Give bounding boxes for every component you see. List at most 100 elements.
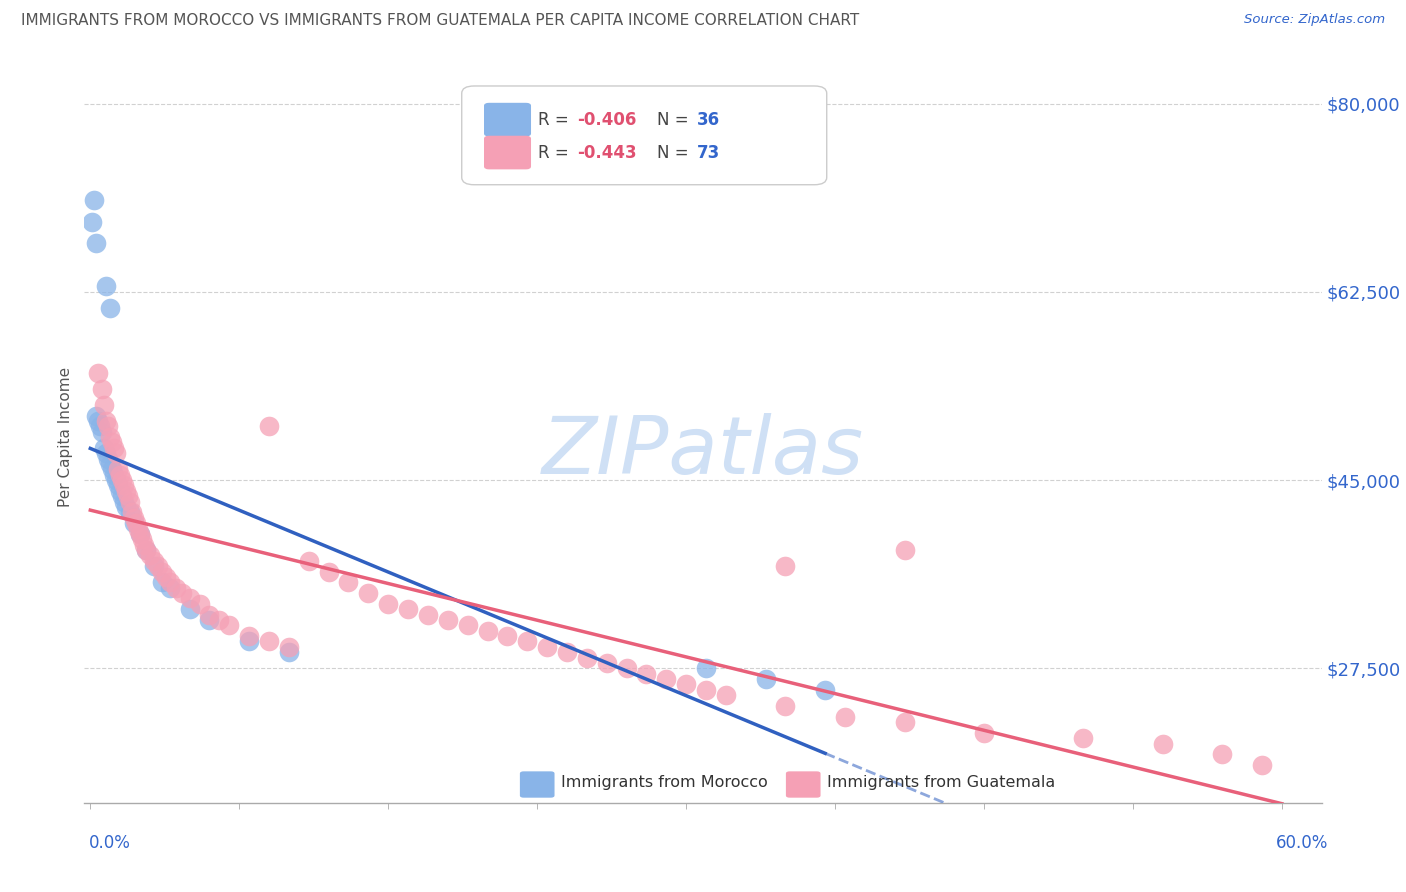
Point: [616, 661, 638, 675]
Point: [101, 462, 124, 476]
Point: [91, 382, 114, 396]
Point: [1251, 758, 1274, 772]
Point: [155, 570, 177, 584]
Point: [188, 597, 211, 611]
Point: [337, 575, 360, 590]
Point: [1211, 747, 1233, 762]
Point: [675, 677, 697, 691]
Point: [714, 688, 737, 702]
Point: [595, 656, 617, 670]
Point: [142, 559, 165, 574]
Point: [179, 602, 201, 616]
Point: [115, 500, 138, 514]
Point: [575, 650, 598, 665]
Point: [107, 478, 129, 492]
Point: [516, 634, 538, 648]
Point: [82, 215, 104, 229]
Point: [238, 634, 260, 648]
Point: [97, 451, 120, 466]
Point: [93, 441, 115, 455]
Point: [121, 505, 143, 519]
Text: ZIPatlas: ZIPatlas: [541, 413, 865, 491]
Text: R =: R =: [538, 111, 575, 128]
Point: [973, 726, 995, 740]
Point: [105, 446, 128, 460]
Y-axis label: Per Capita Income: Per Capita Income: [58, 367, 73, 508]
Point: [218, 618, 240, 632]
Text: 73: 73: [697, 144, 720, 161]
Point: [477, 624, 499, 638]
Point: [695, 682, 717, 697]
Point: [496, 629, 519, 643]
Text: 60.0%: 60.0%: [1277, 834, 1329, 852]
Point: [536, 640, 558, 654]
Point: [84, 409, 107, 423]
Point: [1071, 731, 1094, 746]
Text: N =: N =: [657, 144, 695, 161]
Point: [416, 607, 439, 622]
FancyBboxPatch shape: [786, 772, 821, 797]
Point: [83, 194, 105, 208]
Point: [142, 554, 165, 568]
Point: [98, 457, 121, 471]
Point: [131, 533, 153, 547]
Point: [135, 543, 157, 558]
FancyBboxPatch shape: [484, 103, 531, 136]
Point: [695, 661, 717, 675]
Point: [159, 581, 181, 595]
FancyBboxPatch shape: [520, 772, 554, 797]
Point: [96, 446, 118, 460]
FancyBboxPatch shape: [461, 86, 827, 185]
Point: [277, 640, 299, 654]
Point: [396, 602, 419, 616]
Point: [98, 430, 121, 444]
Point: [198, 607, 221, 622]
Point: [257, 419, 280, 434]
Point: [457, 618, 479, 632]
Point: [122, 516, 145, 530]
Point: [98, 301, 121, 315]
Point: [84, 236, 107, 251]
Point: [775, 559, 797, 574]
Point: [150, 575, 173, 590]
Point: [834, 710, 856, 724]
Point: [132, 538, 155, 552]
Point: [357, 586, 380, 600]
Point: [198, 613, 221, 627]
Point: [103, 441, 125, 455]
Point: [179, 591, 201, 606]
Point: [655, 672, 678, 686]
Text: Source: ZipAtlas.com: Source: ZipAtlas.com: [1244, 13, 1385, 27]
Point: [257, 634, 280, 648]
Point: [754, 672, 776, 686]
Point: [139, 549, 162, 563]
Point: [127, 521, 149, 535]
Point: [103, 467, 125, 482]
Point: [89, 419, 111, 434]
Point: [117, 489, 139, 503]
Text: Immigrants from Morocco: Immigrants from Morocco: [561, 775, 768, 789]
Point: [118, 505, 141, 519]
Point: [118, 494, 141, 508]
Point: [105, 473, 128, 487]
Text: Immigrants from Guatemala: Immigrants from Guatemala: [827, 775, 1054, 789]
Point: [97, 419, 120, 434]
Point: [108, 483, 131, 498]
Point: [111, 473, 134, 487]
Point: [111, 489, 134, 503]
Point: [87, 366, 110, 380]
Point: [108, 467, 131, 482]
Point: [277, 645, 299, 659]
Point: [170, 586, 193, 600]
Point: [107, 462, 129, 476]
Point: [555, 645, 578, 659]
Point: [1152, 737, 1174, 751]
Point: [112, 478, 135, 492]
Point: [135, 543, 157, 558]
Point: [101, 435, 124, 450]
Point: [122, 510, 145, 524]
Text: R =: R =: [538, 144, 575, 161]
Point: [298, 554, 321, 568]
Point: [636, 666, 658, 681]
FancyBboxPatch shape: [484, 136, 531, 169]
